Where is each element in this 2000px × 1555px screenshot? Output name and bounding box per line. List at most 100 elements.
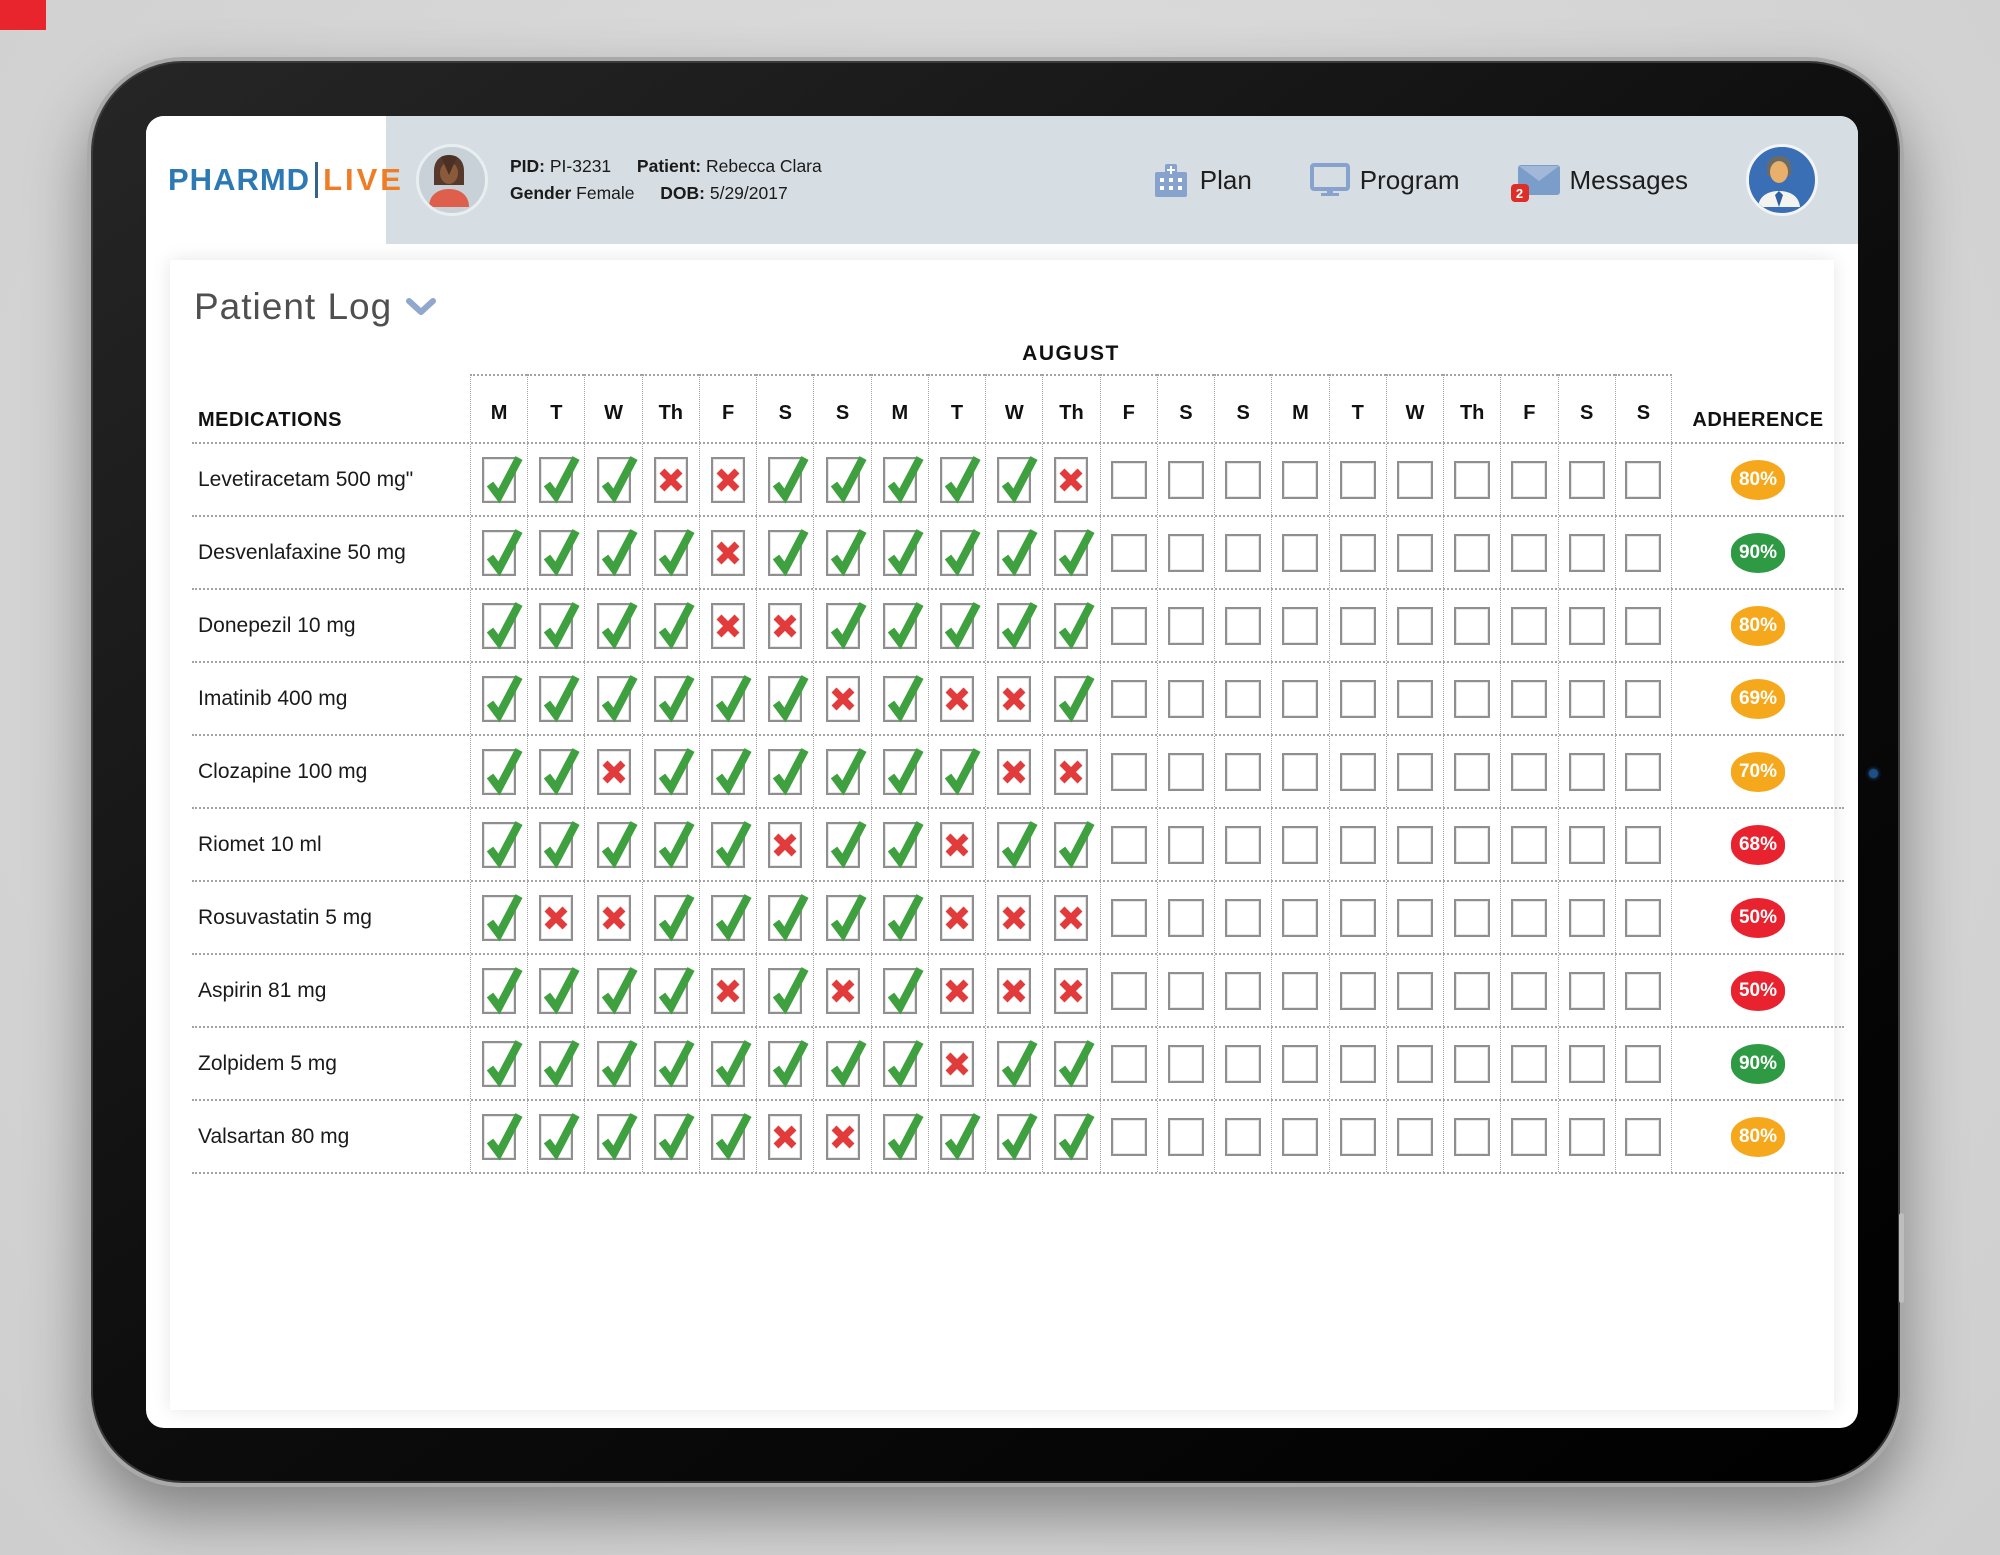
checkbox-empty[interactable]: [1454, 898, 1491, 937]
checkbox-empty[interactable]: [1167, 971, 1204, 1010]
checkbox-missed[interactable]: [1054, 456, 1089, 503]
checkbox-empty[interactable]: [1568, 825, 1605, 864]
checkbox-missed[interactable]: [997, 967, 1032, 1014]
checkbox-empty[interactable]: [1454, 606, 1491, 645]
checkbox-checked[interactable]: [653, 1039, 695, 1087]
checkbox-empty[interactable]: [1282, 679, 1319, 718]
checkbox-empty[interactable]: [1282, 971, 1319, 1010]
checkbox-checked[interactable]: [596, 528, 638, 576]
checkbox-checked[interactable]: [940, 528, 981, 576]
checkbox-empty[interactable]: [1568, 898, 1605, 937]
checkbox-checked[interactable]: [539, 1039, 580, 1087]
profile-avatar[interactable]: [1746, 144, 1818, 216]
checkbox-empty[interactable]: [1110, 898, 1147, 937]
checkbox-checked[interactable]: [768, 1039, 809, 1087]
nav-item-plan[interactable]: Plan: [1152, 163, 1252, 197]
checkbox-missed[interactable]: [1054, 894, 1089, 941]
checkbox-empty[interactable]: [1225, 606, 1262, 645]
checkbox-checked[interactable]: [882, 674, 924, 722]
checkbox-empty[interactable]: [1625, 825, 1662, 864]
checkbox-checked[interactable]: [1054, 1039, 1096, 1087]
checkbox-checked[interactable]: [825, 893, 867, 941]
checkbox-checked[interactable]: [882, 455, 924, 503]
checkbox-empty[interactable]: [1339, 971, 1376, 1010]
checkbox-checked[interactable]: [940, 1112, 981, 1160]
checkbox-checked[interactable]: [882, 747, 924, 795]
checkbox-empty[interactable]: [1625, 606, 1662, 645]
checkbox-checked[interactable]: [882, 528, 924, 576]
checkbox-empty[interactable]: [1396, 606, 1433, 645]
checkbox-checked[interactable]: [1054, 674, 1096, 722]
checkbox-empty[interactable]: [1625, 533, 1662, 572]
checkbox-checked[interactable]: [825, 747, 867, 795]
checkbox-checked[interactable]: [768, 893, 809, 941]
checkbox-empty[interactable]: [1511, 825, 1548, 864]
checkbox-empty[interactable]: [1282, 1044, 1319, 1083]
checkbox-checked[interactable]: [768, 455, 809, 503]
checkbox-empty[interactable]: [1339, 460, 1376, 499]
checkbox-empty[interactable]: [1625, 679, 1662, 718]
checkbox-missed[interactable]: [711, 602, 746, 649]
checkbox-empty[interactable]: [1282, 533, 1319, 572]
checkbox-checked[interactable]: [825, 455, 867, 503]
checkbox-empty[interactable]: [1339, 752, 1376, 791]
checkbox-checked[interactable]: [997, 455, 1038, 503]
checkbox-checked[interactable]: [482, 1039, 523, 1087]
checkbox-checked[interactable]: [711, 747, 752, 795]
checkbox-checked[interactable]: [596, 455, 638, 503]
checkbox-checked[interactable]: [940, 455, 981, 503]
checkbox-empty[interactable]: [1339, 679, 1376, 718]
checkbox-missed[interactable]: [997, 675, 1032, 722]
checkbox-empty[interactable]: [1396, 460, 1433, 499]
checkbox-empty[interactable]: [1339, 825, 1376, 864]
checkbox-empty[interactable]: [1396, 752, 1433, 791]
checkbox-empty[interactable]: [1110, 1117, 1147, 1156]
checkbox-empty[interactable]: [1167, 898, 1204, 937]
checkbox-checked[interactable]: [539, 674, 580, 722]
checkbox-empty[interactable]: [1625, 898, 1662, 937]
checkbox-checked[interactable]: [539, 528, 580, 576]
checkbox-empty[interactable]: [1625, 752, 1662, 791]
checkbox-checked[interactable]: [653, 1112, 695, 1160]
checkbox-checked[interactable]: [882, 820, 924, 868]
checkbox-empty[interactable]: [1568, 752, 1605, 791]
checkbox-empty[interactable]: [1454, 971, 1491, 1010]
checkbox-missed[interactable]: [596, 894, 631, 941]
checkbox-missed[interactable]: [653, 456, 688, 503]
checkbox-checked[interactable]: [539, 455, 580, 503]
checkbox-checked[interactable]: [482, 966, 523, 1014]
checkbox-empty[interactable]: [1511, 1117, 1548, 1156]
checkbox-empty[interactable]: [1282, 752, 1319, 791]
checkbox-checked[interactable]: [711, 820, 752, 868]
checkbox-empty[interactable]: [1396, 825, 1433, 864]
checkbox-missed[interactable]: [596, 748, 631, 795]
checkbox-checked[interactable]: [825, 601, 867, 649]
checkbox-empty[interactable]: [1396, 679, 1433, 718]
checkbox-checked[interactable]: [482, 820, 523, 868]
checkbox-checked[interactable]: [711, 1039, 752, 1087]
checkbox-checked[interactable]: [539, 820, 580, 868]
checkbox-empty[interactable]: [1110, 1044, 1147, 1083]
checkbox-checked[interactable]: [940, 747, 981, 795]
checkbox-empty[interactable]: [1339, 898, 1376, 937]
checkbox-empty[interactable]: [1396, 533, 1433, 572]
checkbox-empty[interactable]: [1282, 898, 1319, 937]
checkbox-empty[interactable]: [1110, 825, 1147, 864]
checkbox-missed[interactable]: [1054, 967, 1089, 1014]
patient-log-dropdown[interactable]: Patient Log: [194, 286, 1816, 328]
checkbox-checked[interactable]: [882, 601, 924, 649]
checkbox-empty[interactable]: [1282, 606, 1319, 645]
checkbox-checked[interactable]: [711, 674, 752, 722]
checkbox-checked[interactable]: [653, 747, 695, 795]
checkbox-empty[interactable]: [1225, 533, 1262, 572]
checkbox-missed[interactable]: [997, 894, 1032, 941]
checkbox-checked[interactable]: [882, 1039, 924, 1087]
checkbox-checked[interactable]: [882, 966, 924, 1014]
checkbox-empty[interactable]: [1167, 1044, 1204, 1083]
checkbox-checked[interactable]: [539, 966, 580, 1014]
checkbox-checked[interactable]: [653, 966, 695, 1014]
checkbox-empty[interactable]: [1396, 898, 1433, 937]
checkbox-empty[interactable]: [1339, 1117, 1376, 1156]
checkbox-empty[interactable]: [1110, 460, 1147, 499]
checkbox-checked[interactable]: [653, 601, 695, 649]
